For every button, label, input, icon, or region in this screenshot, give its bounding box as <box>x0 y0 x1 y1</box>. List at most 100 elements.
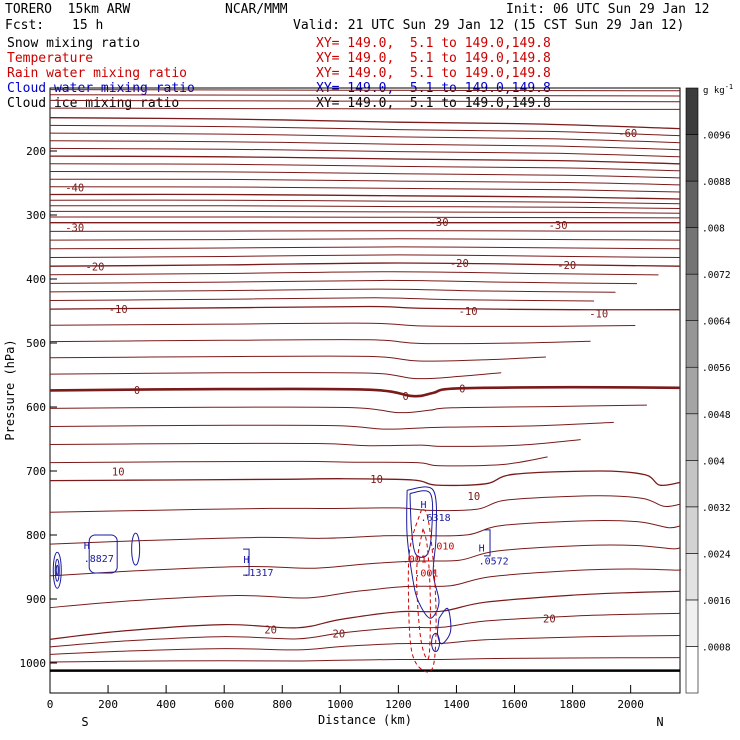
isotherm--20 <box>49 262 681 267</box>
y-tick-label: 700 <box>26 465 46 478</box>
isotherm-20 <box>49 590 681 640</box>
colorbar-swatch <box>685 413 699 461</box>
isotherm--28 <box>49 230 681 232</box>
x-tick-label: 400 <box>156 698 176 711</box>
isotherm-4 <box>49 421 614 430</box>
isotherm-label: 0 <box>402 391 408 403</box>
colorbar-swatch <box>685 553 699 601</box>
colorbar-swatch <box>685 506 699 554</box>
field-xy-rain: XY= 149.0, 5.1 to 149.0,149.8 <box>316 66 551 81</box>
x-tick-label: 2000 <box>617 698 644 711</box>
y-tick-label: 200 <box>26 145 46 158</box>
isotherm--2 <box>49 372 502 380</box>
isotherm--22 <box>49 254 681 258</box>
colorbar-tick-label: .0064 <box>702 317 731 328</box>
isotherm--4 <box>49 355 546 362</box>
cloud-water-max-value: .6318 <box>421 513 451 524</box>
isotherm-24 <box>49 635 681 655</box>
colorbar-tick-label: .0016 <box>702 596 731 607</box>
cloud-water-max-marker: H <box>479 544 485 555</box>
isotherm-label: 20 <box>543 614 556 626</box>
isotherm--26 <box>49 238 681 241</box>
isotherm--18 <box>49 271 659 276</box>
field-name-temperature: Temperature <box>7 51 94 66</box>
x-tick-label: 1600 <box>501 698 528 711</box>
isotherm-upper-2 <box>49 99 681 103</box>
x-tick-label: 1400 <box>443 698 470 711</box>
cloud-contour-east <box>484 529 491 557</box>
isotherm-label: -20 <box>450 258 469 270</box>
cloud-water-max-value: .1317 <box>243 568 273 579</box>
isotherm-label: -10 <box>109 304 128 316</box>
center-title: NCAR/MMM <box>225 2 288 17</box>
colorbar-tick-label: .004 <box>702 456 725 467</box>
x-tick-label: 600 <box>214 698 234 711</box>
rain-water-label: .001 <box>403 555 427 566</box>
isotherm-label: -30 <box>65 223 84 235</box>
isotherm-label: -40 <box>65 182 84 194</box>
field-xy-cloud-ice: XY= 149.0, 5.1 to 149.0,149.8 <box>316 96 551 111</box>
isotherm--6 <box>49 339 591 345</box>
isotherm-upper-0 <box>49 89 681 92</box>
isotherm-label: 10 <box>370 474 383 486</box>
isotherm-22 <box>49 612 681 648</box>
isotherm-upper-3 <box>49 107 681 110</box>
isotherm--58 <box>49 124 681 137</box>
rain-contour-outer <box>407 508 437 673</box>
isotherm--46 <box>49 171 681 179</box>
isotherm--42 <box>49 186 681 193</box>
rain-contour-inner <box>416 528 431 660</box>
isotherm--10 <box>49 305 681 311</box>
isotherm-label: 10 <box>468 491 481 503</box>
isotherm--40 <box>49 193 681 200</box>
colorbar-tick-label: .0072 <box>702 270 731 281</box>
y-tick-label: 400 <box>26 273 46 286</box>
colorbar-swatch <box>685 273 699 321</box>
colorbar-unit: g kg-1 <box>703 83 733 96</box>
isotherm--44 <box>49 178 681 186</box>
isotherm--56 <box>49 132 681 144</box>
x-axis-label: Distance (km) <box>318 713 412 727</box>
cloud-water-max-value: .0572 <box>479 557 509 568</box>
field-xy-snow: XY= 149.0, 5.1 to 149.0,149.8 <box>316 36 551 51</box>
forecast-label: Fcst: <box>5 18 45 33</box>
isotherm-2 <box>49 404 647 414</box>
colorbar-swatch <box>685 646 699 694</box>
init-time: Init: 06 UTC Sun 29 Jan 12 <box>506 2 710 17</box>
isotherm--16 <box>49 279 638 285</box>
isotherm-label: -60 <box>618 128 637 140</box>
cloud-contour-lower <box>437 607 452 645</box>
forecast-hour: 15 h <box>72 18 104 33</box>
colorbar-tick-label: .0024 <box>702 549 731 560</box>
cloud-water-max-value: .8827 <box>84 554 114 565</box>
isotherm--34 <box>49 210 681 214</box>
isotherm-26 <box>49 657 681 663</box>
isotherm-label: 20 <box>264 625 277 637</box>
isotherm--8 <box>49 322 636 327</box>
isotherm--48 <box>49 163 681 172</box>
cloud-contour-west-2 <box>131 532 141 566</box>
isotherm--38 <box>49 199 681 205</box>
colorbar-swatch <box>685 320 699 368</box>
isotherm-label: 20 <box>333 628 346 640</box>
y-tick-label: 1000 <box>20 657 47 670</box>
field-name-rain: Rain water mixing ratio <box>7 66 188 81</box>
cloud-contour-edge-3 <box>55 564 59 576</box>
y-tick-label: 300 <box>26 209 46 222</box>
cloud-contour-convective-inner <box>409 490 434 558</box>
x-tick-label: 800 <box>272 698 292 711</box>
isotherm-label: 0 <box>134 385 140 397</box>
x-tick-label: 1000 <box>327 698 354 711</box>
isotherm-label: -10 <box>589 308 608 320</box>
x-tick-label: 1200 <box>385 698 412 711</box>
cloud-contour-mid <box>243 548 250 576</box>
isotherm-18 <box>49 568 682 609</box>
cloud-contour-edge-1 <box>52 551 62 589</box>
colorbar-tick-label: .008 <box>702 224 725 235</box>
cloud-water-max-marker: H <box>84 541 90 552</box>
field-name-snow: Snow mixing ratio <box>7 36 141 51</box>
isotherm--54 <box>49 140 681 151</box>
isotherm-6 <box>49 439 581 447</box>
isotherm--24 <box>49 246 681 250</box>
